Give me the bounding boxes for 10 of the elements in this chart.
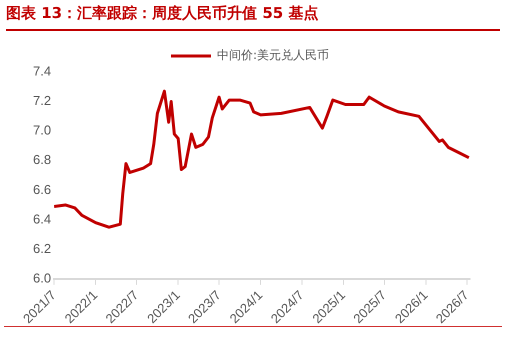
chart-title: 图表 13：汇率跟踪：周度人民币升值 55 基点: [6, 4, 500, 31]
y-tick-label: 7.4: [32, 64, 52, 79]
y-tick-label: 7.2: [32, 93, 52, 108]
y-tick-label: 6.0: [32, 270, 52, 286]
y-tick-label: 6.4: [32, 211, 52, 226]
y-tick-label: 6.8: [32, 152, 52, 168]
y-tick-label: 6.2: [32, 240, 52, 256]
y-tick-label: 7.0: [32, 122, 52, 138]
legend-label: 中间价:美元兑人民币: [216, 48, 330, 62]
y-tick-label: 6.6: [32, 182, 52, 197]
